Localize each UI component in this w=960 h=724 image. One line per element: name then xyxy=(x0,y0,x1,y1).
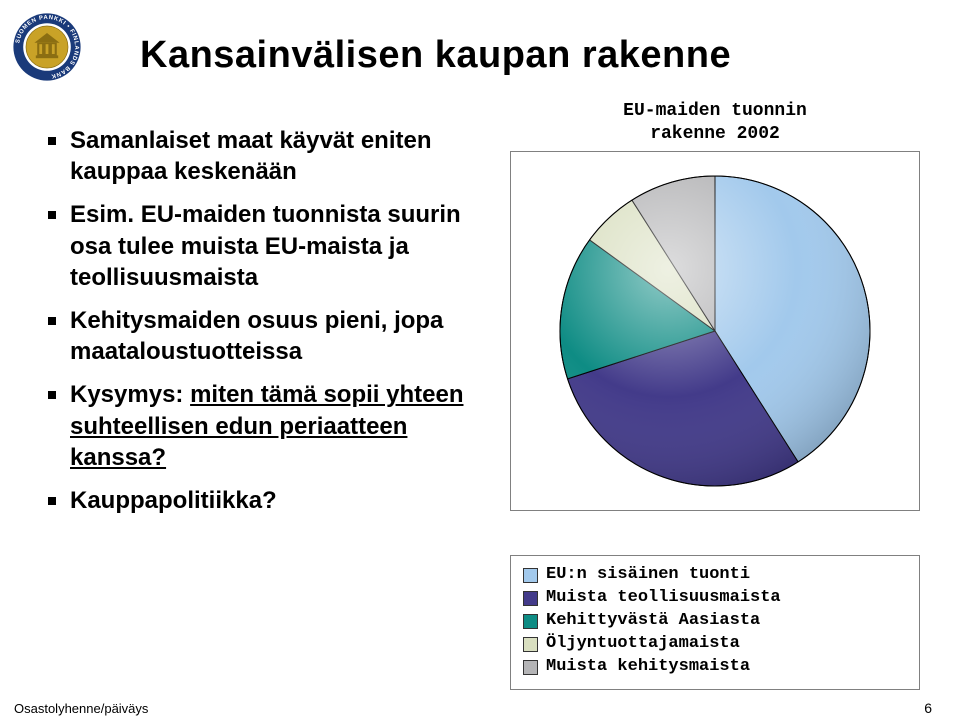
chart-title-line2: rakenne 2002 xyxy=(650,124,780,144)
bullet-dot xyxy=(48,317,56,325)
bullet-item: Esim. EU-maiden tuonnista suurin osa tul… xyxy=(48,199,478,293)
page-number: 6 xyxy=(924,700,932,716)
pie-chart xyxy=(550,166,880,496)
legend-label: Muista kehitysmaista xyxy=(546,656,750,679)
legend-label: Muista teollisuusmaista xyxy=(546,587,781,610)
legend-item: Öljyntuottajamaista xyxy=(523,633,907,656)
legend-item: Kehittyvästä Aasiasta xyxy=(523,610,907,633)
pie-chart-box xyxy=(510,151,920,511)
legend-item: Muista kehitysmaista xyxy=(523,656,907,679)
legend-item: Muista teollisuusmaista xyxy=(523,587,907,610)
bullet-dot xyxy=(48,497,56,505)
bullet-text: Kehitysmaiden osuus pieni, jopa maatalou… xyxy=(70,305,478,367)
chart-legend: EU:n sisäinen tuontiMuista teollisuusmai… xyxy=(510,555,920,690)
chart-title-line1: EU-maiden tuonnin xyxy=(623,101,807,121)
bullet-list: Samanlaiset maat käyvät eniten kauppaa k… xyxy=(48,125,478,528)
legend-swatch xyxy=(523,637,538,652)
bullet-dot xyxy=(48,137,56,145)
bullet-dot xyxy=(48,391,56,399)
bullet-text: Samanlaiset maat käyvät eniten kauppaa k… xyxy=(70,125,478,187)
chart-title: EU-maiden tuonnin rakenne 2002 xyxy=(510,100,920,145)
legend-swatch xyxy=(523,591,538,606)
legend-swatch xyxy=(523,614,538,629)
bullet-item: Kehitysmaiden osuus pieni, jopa maatalou… xyxy=(48,305,478,367)
legend-item: EU:n sisäinen tuonti xyxy=(523,564,907,587)
bullet-dot xyxy=(48,211,56,219)
legend-label: EU:n sisäinen tuonti xyxy=(546,564,750,587)
pie-chart-area: EU-maiden tuonnin rakenne 2002 xyxy=(510,100,920,511)
legend-swatch xyxy=(523,568,538,583)
legend-swatch xyxy=(523,660,538,675)
slide-title: Kansainvälisen kaupan rakenne xyxy=(140,34,731,77)
bullet-item: Kysymys: miten tämä sopii yhteen suhteel… xyxy=(48,379,478,473)
legend-label: Kehittyvästä Aasiasta xyxy=(546,610,760,633)
bullet-item: Kauppapolitiikka? xyxy=(48,485,478,516)
bullet-item: Samanlaiset maat käyvät eniten kauppaa k… xyxy=(48,125,478,187)
footer-text: Osastolyhenne/päiväys xyxy=(14,701,148,716)
legend-label: Öljyntuottajamaista xyxy=(546,633,740,656)
bullet-text: Kauppapolitiikka? xyxy=(70,485,478,516)
bank-logo: SUOMEN PANKKI • FINLANDS BANK xyxy=(12,12,82,82)
bullet-text: Kysymys: miten tämä sopii yhteen suhteel… xyxy=(70,379,478,473)
bullet-text: Esim. EU-maiden tuonnista suurin osa tul… xyxy=(70,199,478,293)
